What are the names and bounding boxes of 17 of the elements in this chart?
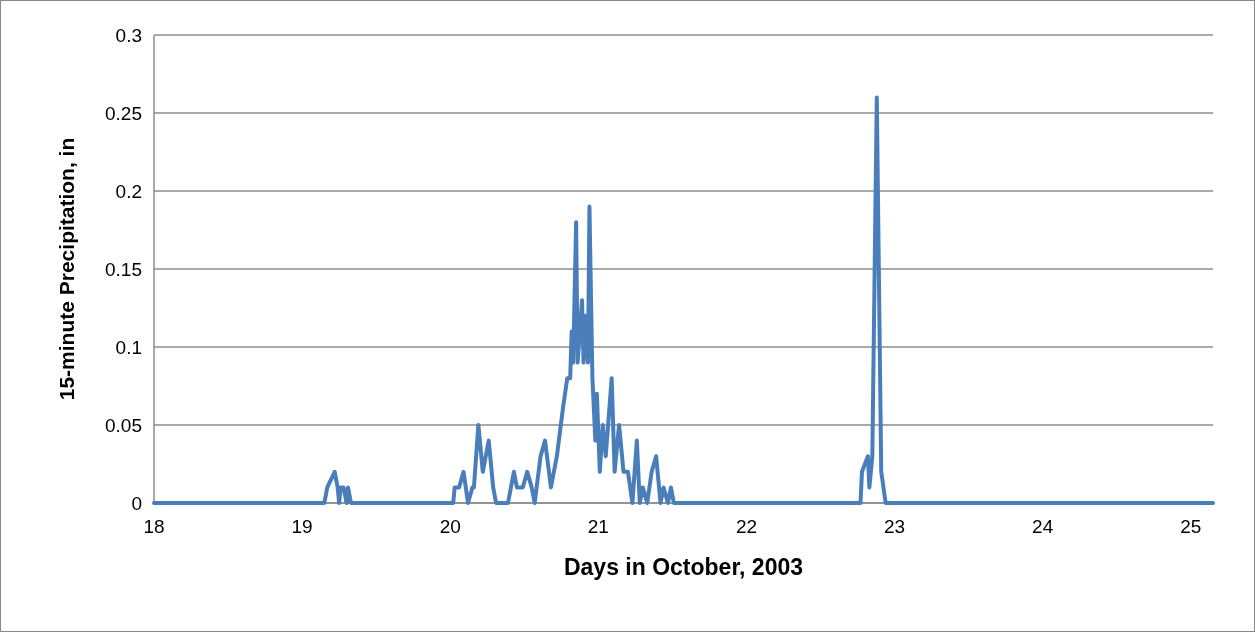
y-tick-label: 0.2 [115,180,142,202]
x-tick-label: 19 [291,516,313,537]
y-tick-label: 0.15 [105,258,142,280]
y-tick-label: 0 [131,492,142,514]
y-tick-label: 0.25 [105,102,142,124]
y-tick-label: 0.1 [115,336,142,358]
x-tick-label: 22 [735,516,758,537]
x-tick-label: 24 [1032,516,1054,537]
x-tick-label: 18 [143,516,165,537]
x-tick-label: 21 [587,516,609,537]
x-tick-label: 20 [439,516,461,537]
y-axis-title: 15-minute Precipitation, in [55,137,78,401]
x-tick-label: 23 [883,516,906,537]
y-tick-label: 0.05 [105,414,142,436]
x-tick-label: 25 [1180,516,1202,537]
y-tick-label: 0.3 [115,24,142,46]
x-axis-title: Days in October, 2003 [563,554,804,580]
